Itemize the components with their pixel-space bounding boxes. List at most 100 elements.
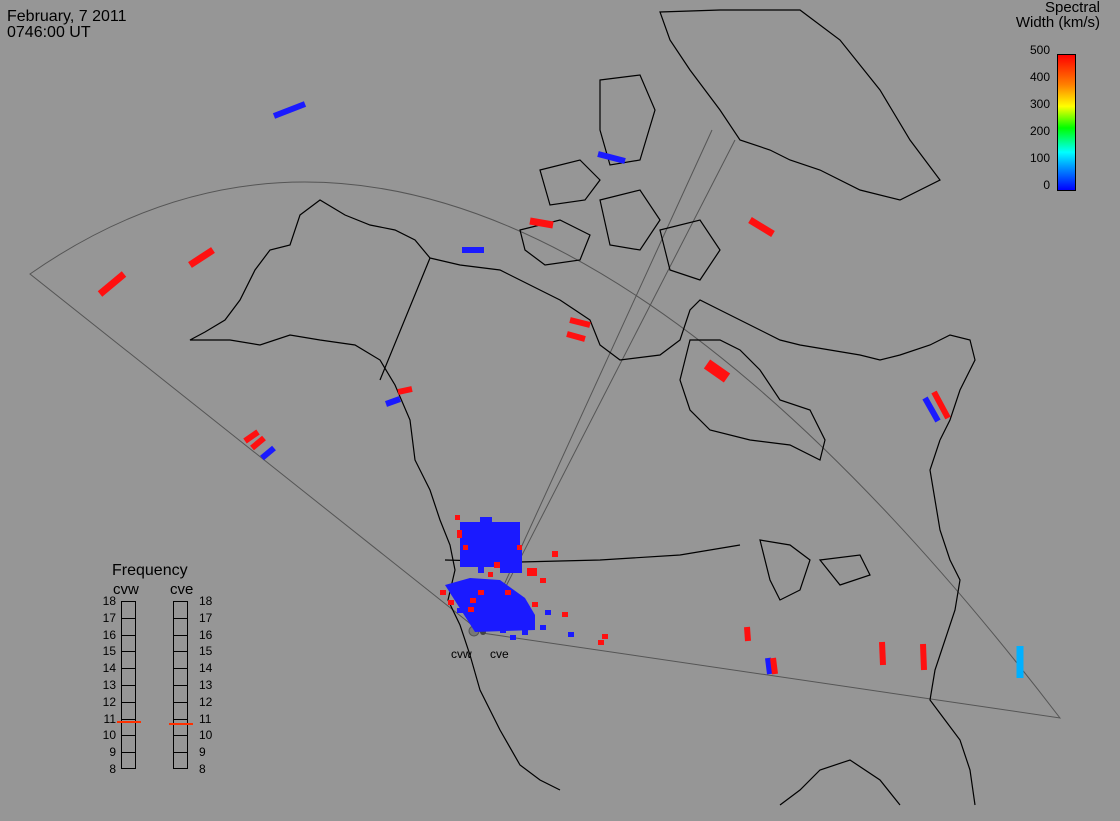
echo-cell	[397, 386, 413, 395]
echo-cell	[540, 578, 546, 583]
echo-cell	[468, 607, 474, 612]
frequency-scale-label: 8	[109, 762, 116, 776]
frequency-scale-label: 9	[109, 745, 116, 760]
frequency-cell	[122, 720, 135, 737]
frequency-scale-label: 13	[199, 678, 213, 692]
echo-cell	[384, 396, 402, 407]
radar-echoes	[97, 101, 1024, 678]
frequency-cell	[174, 753, 187, 770]
colorbar-tick: 400	[1029, 70, 1050, 84]
echo-cell	[527, 568, 537, 576]
echo-cell	[250, 435, 266, 451]
frequency-scale-label: 12	[102, 694, 116, 709]
frequency-scale-label: 17	[102, 610, 116, 625]
echo-cell	[478, 565, 484, 573]
frequency-cell	[122, 619, 135, 636]
frequency-cell	[174, 619, 187, 636]
frequency-cell	[174, 720, 187, 737]
echo-cell	[879, 641, 886, 666]
echo-cell	[470, 598, 476, 603]
echo-cell	[457, 608, 463, 613]
frequency-scale-label: 11	[103, 711, 116, 726]
echo-cell	[552, 551, 558, 557]
echo-cell	[569, 317, 591, 328]
frequency-scale-label: 16	[199, 627, 213, 642]
colorbar-title: Spectral Width (km/s)	[1016, 0, 1100, 30]
echo-cell	[922, 396, 941, 423]
echo-cell	[188, 247, 215, 268]
echo-cell	[490, 612, 496, 617]
colorbar-tick: 300	[1029, 97, 1050, 111]
echo-cell	[272, 101, 307, 119]
echo-cell	[566, 331, 586, 342]
timestamp-header: February, 7 2011 0746:00 UT	[7, 9, 126, 41]
echo-cell	[920, 643, 927, 671]
frequency-scale-label: 17	[199, 610, 213, 625]
echo-cell	[770, 657, 778, 675]
echo-cell	[500, 545, 522, 573]
echo-cell	[540, 625, 546, 630]
colorbar-tick: 500	[1029, 43, 1050, 57]
echo-cell	[455, 515, 460, 520]
echo-cell	[765, 657, 773, 675]
echo-cell	[532, 602, 538, 607]
echo-cell	[478, 590, 484, 595]
echo-cell	[748, 217, 775, 237]
frequency-cell	[122, 686, 135, 703]
frequency-cell	[174, 736, 187, 754]
frequency-cell	[174, 686, 187, 703]
echo-cell	[448, 600, 454, 605]
frequency-marker-cve	[169, 722, 193, 725]
echo-cell	[568, 632, 574, 637]
frequency-marker-cvw	[117, 720, 141, 723]
echo-cell	[703, 359, 731, 383]
echo-cell	[529, 217, 554, 229]
echo-cell	[505, 590, 511, 595]
frequency-scale-label: 18	[102, 594, 116, 608]
frequency-scale-label: 15	[199, 644, 213, 659]
echo-cell	[440, 590, 446, 595]
frequency-scale-label: 13	[102, 678, 116, 692]
echo-cell	[562, 612, 568, 617]
echo-cell	[494, 562, 500, 568]
frequency-scale-label: 8	[199, 762, 206, 776]
echo-cell	[602, 634, 608, 639]
frequency-cell	[174, 636, 187, 653]
frequency-cell	[122, 602, 135, 619]
echo-cell	[598, 640, 604, 645]
echo-cell	[516, 600, 522, 605]
frequency-scale-label: 16	[102, 627, 116, 642]
echo-cell	[97, 271, 127, 297]
colorbar-gradient	[1057, 54, 1076, 191]
frequency-cell	[122, 753, 135, 770]
frequency-column-cve	[173, 601, 188, 769]
frequency-cell	[122, 636, 135, 653]
freq-radar-label-cve: cve	[170, 581, 194, 598]
echo-cell	[522, 630, 528, 635]
echo-cell	[260, 445, 276, 461]
echo-cell	[517, 545, 522, 550]
echo-cell	[488, 572, 493, 577]
colorbar-title-line2: Width (km/s)	[1015, 14, 1100, 31]
frequency-scale-label: 9	[199, 745, 206, 760]
coastlines	[189, 9, 976, 806]
frequency-scale-label: 10	[102, 728, 116, 743]
colorbar-tick: 100	[1029, 151, 1050, 165]
echo-cell	[500, 628, 506, 633]
frequency-cell	[122, 669, 135, 686]
echo-cell	[485, 600, 491, 605]
frequency-cell	[174, 669, 187, 686]
frequency-cell	[122, 736, 135, 754]
frequency-cell	[122, 652, 135, 670]
colorbar-title-line1: Spectral	[1044, 0, 1100, 16]
echo-cell	[457, 530, 462, 538]
colorbar-tick: 0	[1043, 178, 1050, 192]
frequency-scale-label: 10	[199, 728, 213, 743]
frequency-cell	[174, 602, 187, 619]
radar-label-cve: cve	[490, 647, 509, 661]
echo-cell	[510, 635, 516, 640]
echo-cell	[545, 610, 551, 615]
frequency-cell	[174, 703, 187, 720]
echo-cell	[480, 517, 492, 527]
